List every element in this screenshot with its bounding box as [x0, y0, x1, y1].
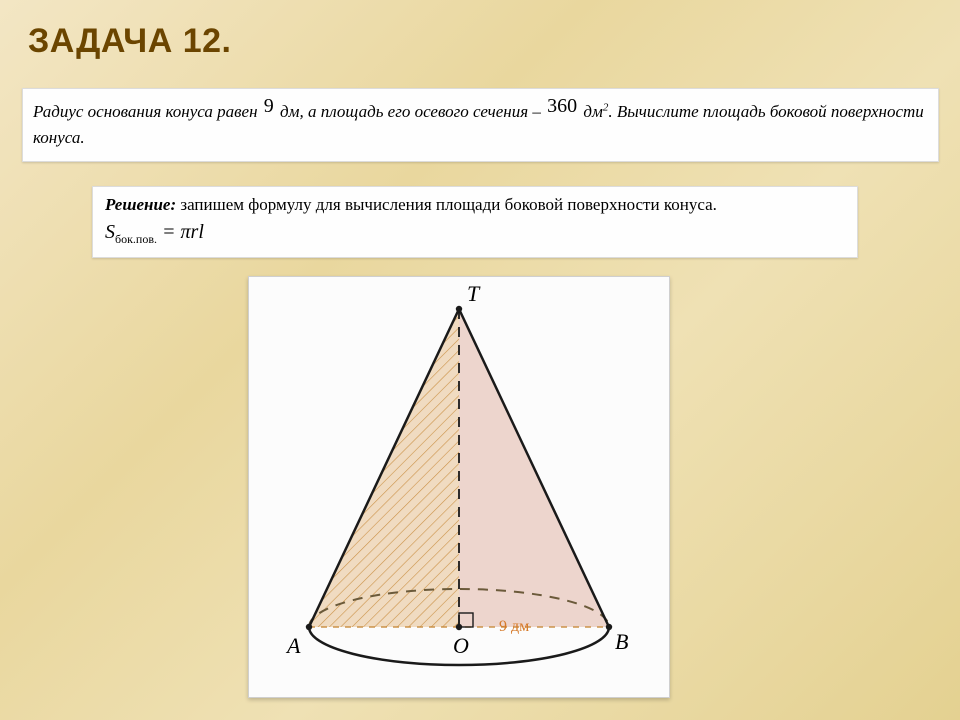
svg-text:9 дм: 9 дм [499, 618, 529, 635]
formula-rhs: = πrl [157, 221, 204, 243]
formula-sub: бок.пов. [115, 232, 157, 246]
problem-part2: дм, а площадь его осевого сечения – [280, 102, 541, 121]
formula-S: S [105, 221, 115, 243]
problem-part1: Радиус основания конуса равен [33, 102, 258, 121]
svg-text:B: B [615, 629, 628, 654]
area-value: 360 [545, 95, 579, 117]
problem-part3: дм [583, 102, 602, 121]
radius-value: 9 [262, 95, 276, 117]
problem-statement: Радиус основания конуса равен 9 дм, а пл… [22, 88, 939, 162]
svg-text:A: A [285, 633, 301, 658]
solution-text: запишем формулу для вычисления площади б… [176, 195, 717, 214]
formula: Sбок.пов. = πrl [105, 221, 845, 247]
solution-line: Решение: запишем формулу для вычисления … [105, 195, 845, 215]
solution-box: Решение: запишем формулу для вычисления … [92, 186, 858, 258]
cone-svg: T A B O 9 дм [249, 277, 669, 697]
cone-diagram: T A B O 9 дм [248, 276, 670, 698]
page-title: ЗАДАЧА 12. [28, 22, 231, 61]
solution-label: Решение: [105, 195, 176, 214]
slide: ЗАДАЧА 12. Радиус основания конуса равен… [0, 0, 960, 720]
svg-text:T: T [467, 281, 481, 306]
svg-text:O: O [453, 633, 469, 658]
problem-line: Радиус основания конуса равен 9 дм, а пл… [33, 97, 928, 151]
